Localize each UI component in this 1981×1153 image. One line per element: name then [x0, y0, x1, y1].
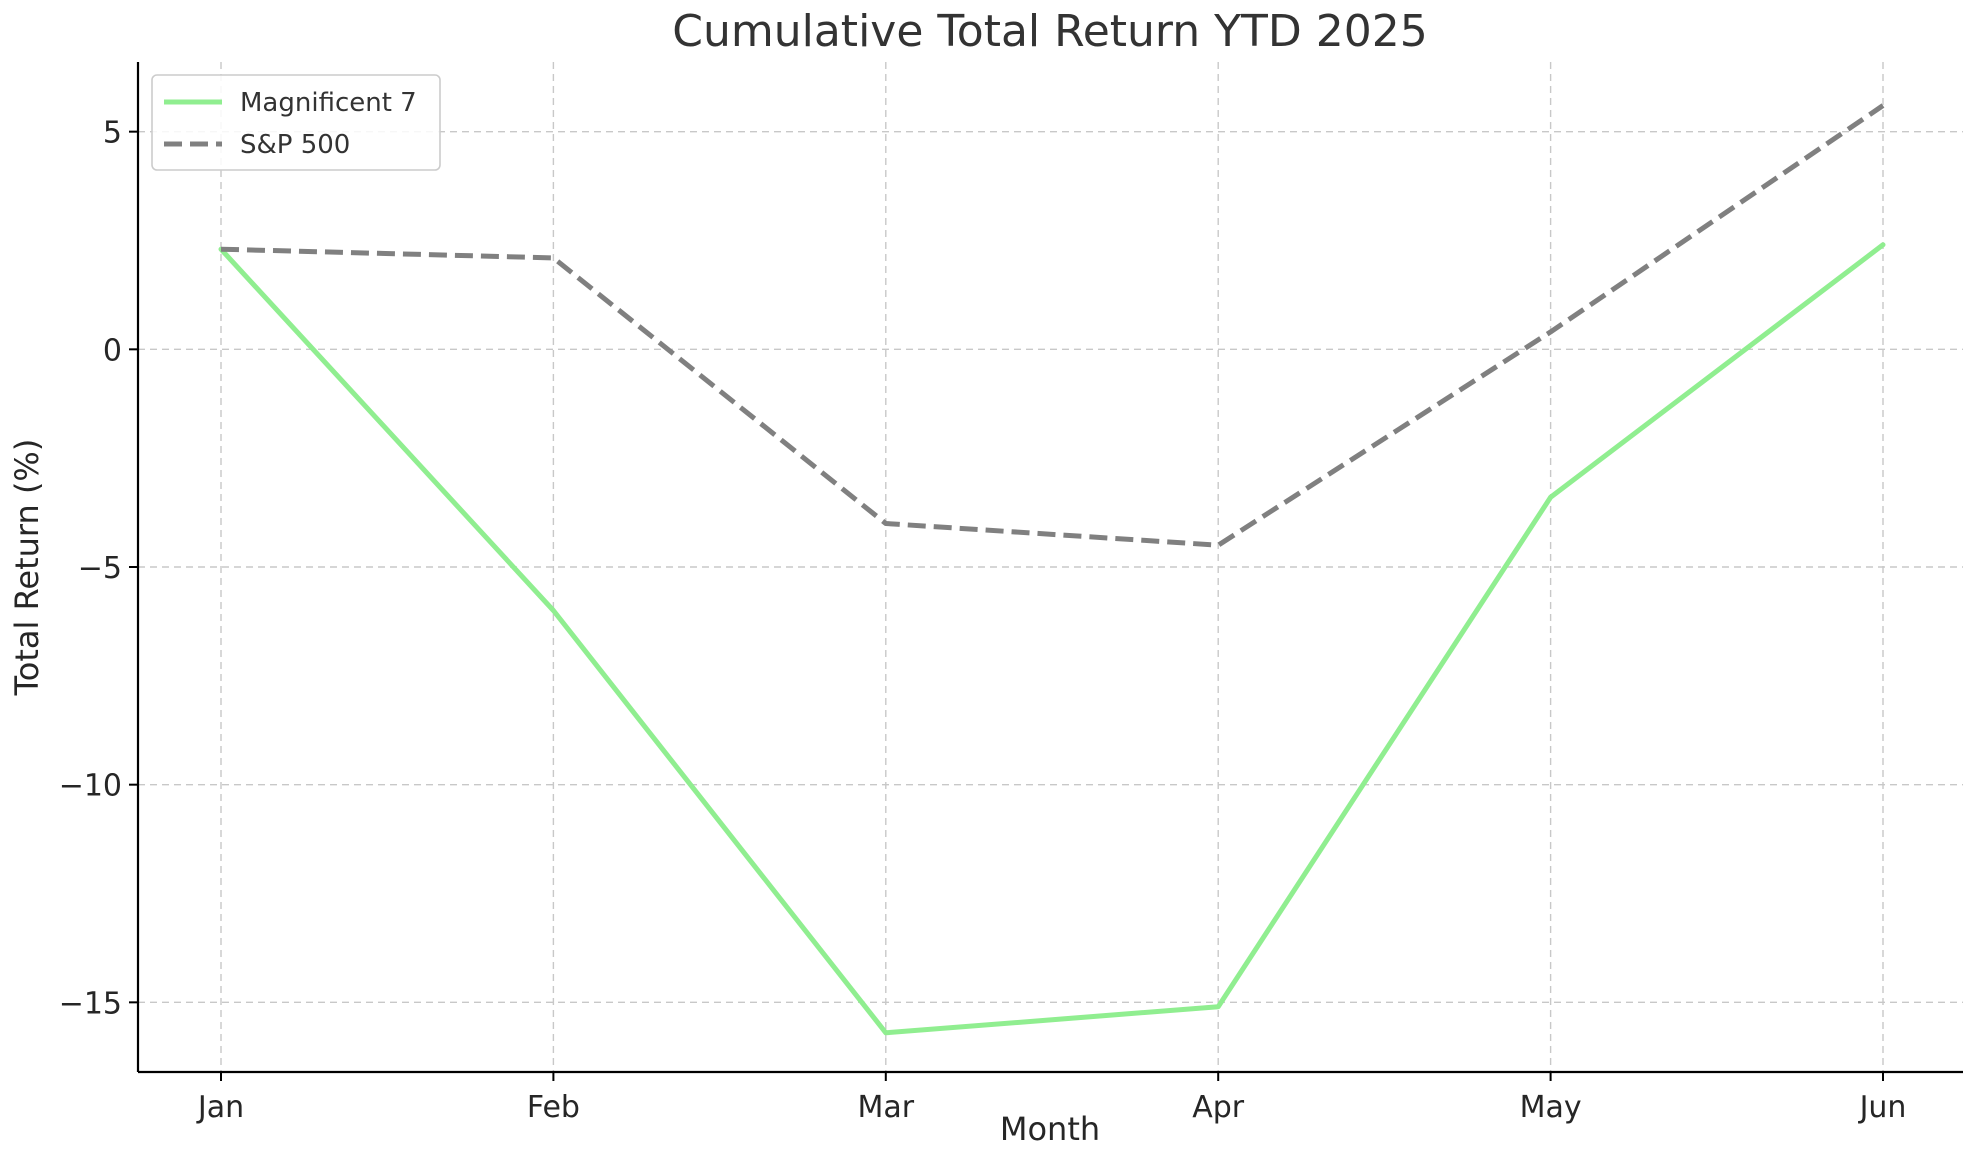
x-tick-label: Jun [1858, 1090, 1907, 1125]
chart-title: Cumulative Total Return YTD 2025 [672, 6, 1427, 57]
series-lines [218, 103, 1886, 1036]
legend-label-sp-500: S&P 500 [240, 130, 350, 160]
legend-box [151, 74, 441, 171]
series-line-magnificent-7 [218, 242, 1886, 1036]
x-axis-label: Month [1000, 1110, 1100, 1148]
x-tick-label: Feb [527, 1090, 580, 1125]
y-tick-label: 5 [103, 116, 122, 151]
x-tick-label: Jan [196, 1090, 244, 1125]
tick-labels: Jan Feb Mar Apr May Jun 5 0 −5 −10 −15 [59, 116, 1907, 1125]
x-tick-label: Mar [857, 1090, 914, 1125]
legend-label-magnificent-7: Magnificent 7 [240, 88, 417, 118]
y-tick-label: 0 [103, 333, 122, 368]
y-tick-label: −5 [78, 551, 122, 586]
y-tick-label: −15 [59, 986, 122, 1021]
y-tick-label: −10 [59, 769, 122, 804]
x-tick-label: Apr [1192, 1090, 1245, 1125]
y-axis-label: Total Return (%) [8, 439, 46, 697]
x-tick-label: May [1520, 1090, 1582, 1125]
series-line-sp-500 [220, 103, 1885, 548]
legend: Magnificent 7 S&P 500 [151, 74, 441, 171]
grid [138, 62, 1963, 1072]
